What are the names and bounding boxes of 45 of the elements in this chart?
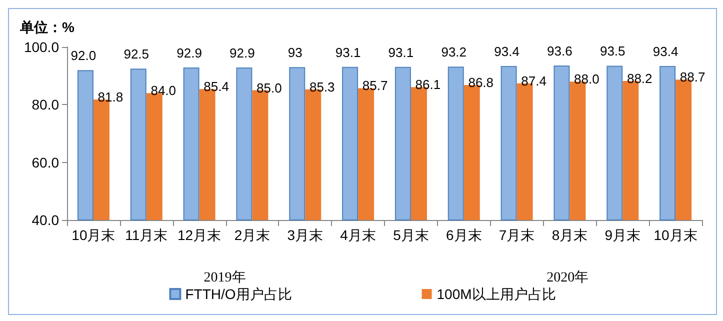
data-label: 93.6 [547, 43, 572, 58]
data-label: 88.0 [574, 72, 600, 87]
legend-label: FTTH/O用户占比 [185, 286, 292, 302]
data-label: 86.8 [468, 75, 494, 90]
data-label: 93.4 [652, 44, 678, 60]
x-tick-label: 5月末 [393, 227, 429, 243]
y-tick-label: 60.0 [32, 154, 60, 170]
data-label: 93.1 [388, 44, 414, 60]
x-tick-label: 10月末 [72, 227, 116, 243]
x-tick-label: 7月末 [498, 227, 535, 243]
data-label: 92.9 [230, 45, 255, 60]
x-tick-label: 9月末 [604, 227, 641, 243]
x-tick-label: 2月末 [234, 227, 270, 243]
data-label: 93.5 [600, 44, 626, 59]
y-tick-label: 40.0 [32, 212, 60, 228]
data-label: 85.4 [204, 79, 229, 94]
data-label: 87.4 [521, 73, 546, 88]
data-label: 93.1 [335, 44, 361, 60]
data-label: 85.7 [362, 78, 388, 94]
x-tick-label: 8月末 [552, 227, 588, 243]
text: 2020年 [546, 270, 589, 286]
data-label: 84.0 [150, 83, 176, 98]
legend-label: 100M以上用户占比 [436, 286, 556, 302]
data-label: 92.0 [70, 48, 96, 64]
data-label: 86.1 [415, 77, 441, 92]
data-label: 88.7 [680, 70, 706, 85]
data-label: 85.0 [256, 80, 282, 96]
x-tick-label: 3月末 [287, 227, 324, 243]
y-tick-label: 100.0 [24, 39, 60, 55]
data-label: 88.2 [626, 71, 652, 86]
data-label: 93 [288, 45, 302, 60]
x-tick-label: 6月末 [446, 227, 482, 243]
data-label: 92.9 [176, 45, 202, 60]
y-axis-title: 单位：% [19, 19, 75, 35]
data-label: 81.8 [98, 89, 124, 104]
data-label: 92.5 [124, 46, 150, 62]
text: 2019年 [204, 270, 246, 286]
x-tick-label: 11月末 [125, 227, 168, 243]
data-label: 93.4 [494, 44, 520, 60]
y-tick-label: 80.0 [32, 96, 60, 113]
data-label: 93.2 [441, 44, 467, 60]
data-label: 85.3 [309, 79, 335, 94]
x-tick-label: 12月末 [178, 227, 222, 243]
x-tick-label: 4月末 [340, 227, 376, 243]
x-tick-label: 10月末 [654, 227, 698, 243]
